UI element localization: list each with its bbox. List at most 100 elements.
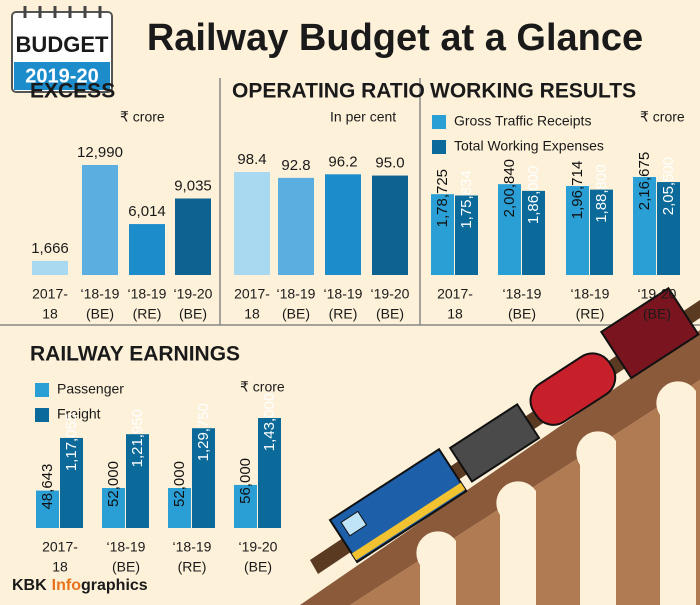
- x-tick-label: ‘18-19: [173, 539, 212, 555]
- legend-swatch: [35, 383, 49, 397]
- x-tick-label: 18: [447, 306, 463, 322]
- x-tick-label: ‘18-19: [107, 539, 146, 555]
- bar: [36, 490, 59, 528]
- x-tick-label: (RE): [133, 306, 162, 322]
- value-label: 52,000: [171, 461, 188, 507]
- x-tick-label: ‘19-20: [174, 286, 213, 302]
- bar: [455, 195, 478, 275]
- legend-swatch: [432, 115, 446, 129]
- badge-year: 2019-20: [25, 65, 98, 87]
- x-tick-label: (BE): [86, 306, 114, 322]
- legend-swatch: [432, 140, 446, 154]
- bar: [126, 434, 149, 528]
- x-tick-label: 2017-: [32, 286, 68, 302]
- bar: [278, 177, 314, 275]
- x-tick-label: ‘18-19: [81, 286, 120, 302]
- credit-part: Info: [52, 577, 82, 594]
- legend-swatch: [35, 408, 49, 422]
- budget-badge: BUDGET 2019-20: [11, 6, 113, 93]
- bar: [657, 182, 680, 275]
- value-label: 1,43,000: [261, 393, 278, 451]
- x-tick-label: ‘18-19: [324, 286, 363, 302]
- train-illustration: [300, 286, 700, 605]
- x-tick-label: ‘18-19: [503, 286, 542, 302]
- legend-label: Freight: [57, 406, 101, 422]
- bar: [234, 172, 270, 275]
- x-tick-label: (RE): [329, 306, 358, 322]
- value-label: 2,00,840: [501, 159, 518, 217]
- x-tick-label: (RE): [178, 559, 207, 575]
- credit-part: graphics: [81, 577, 148, 594]
- value-label: 1,78,725: [434, 169, 451, 227]
- credit-part: KBK: [12, 577, 47, 594]
- bar: [234, 484, 257, 528]
- value-label: 6,014: [128, 203, 166, 220]
- x-tick-label: ‘18-19: [571, 286, 610, 302]
- x-tick-label: 18: [42, 306, 58, 322]
- bar: [498, 184, 521, 275]
- value-label: 1,86,000: [525, 166, 542, 224]
- legend-label: Gross Traffic Receipts: [454, 113, 591, 129]
- x-tick-label: 18: [244, 306, 260, 322]
- bar: [633, 177, 656, 275]
- x-tick-label: ‘19-20: [371, 286, 410, 302]
- value-label: 1,29,750: [195, 403, 212, 461]
- bar: [129, 224, 165, 275]
- value-label: 1,88,800: [593, 164, 610, 222]
- x-tick-label: 2017-: [234, 286, 270, 302]
- value-label: 96.2: [328, 153, 357, 170]
- x-tick-label: (BE): [376, 306, 404, 322]
- unit-label: In per cent: [330, 109, 396, 125]
- value-label: 2,16,675: [636, 152, 653, 210]
- value-label: 92.8: [281, 157, 310, 174]
- bar: [102, 488, 125, 528]
- x-tick-label: ‘19-20: [239, 539, 278, 555]
- bar: [192, 428, 215, 528]
- bar: [431, 194, 454, 275]
- credit: KBK Infographics: [12, 577, 148, 594]
- value-label: 1,75,834: [458, 170, 475, 228]
- x-tick-label: 2017-: [437, 286, 473, 302]
- chart-title: WORKING RESULTS: [430, 80, 636, 103]
- bar: [168, 488, 191, 528]
- legend-label: Total Working Expenses: [454, 138, 604, 154]
- badge-text: BUDGET: [16, 32, 109, 57]
- bar: [60, 437, 83, 528]
- page-title: Railway Budget at a Glance: [147, 17, 643, 59]
- value-label: 1,666: [31, 240, 69, 257]
- bar: [522, 190, 545, 275]
- value-label: 48,643: [39, 464, 56, 510]
- x-tick-label: (BE): [244, 559, 272, 575]
- chart-title: EXCESS: [30, 80, 115, 103]
- value-label: 1,21,950: [129, 409, 146, 467]
- x-tick-label: (BE): [112, 559, 140, 575]
- bar: [372, 175, 408, 275]
- x-tick-label: (BE): [643, 306, 671, 322]
- value-label: 52,000: [105, 461, 122, 507]
- unit-label: ₹ crore: [120, 109, 165, 125]
- bar: [258, 418, 281, 528]
- value-label: 2,05,500: [660, 157, 677, 215]
- x-tick-label: ‘18-19: [128, 286, 167, 302]
- value-label: 56,000: [237, 458, 254, 504]
- unit-label: ₹ crore: [640, 109, 685, 125]
- x-tick-label: ‘18-19: [277, 286, 316, 302]
- x-tick-label: (BE): [508, 306, 536, 322]
- bar: [566, 186, 589, 275]
- legend-label: Passenger: [57, 381, 124, 397]
- x-tick-label: ‘19-20: [638, 286, 677, 302]
- bar: [175, 198, 211, 275]
- x-tick-label: (BE): [282, 306, 310, 322]
- value-label: 9,035: [174, 177, 212, 194]
- x-tick-label: 18: [52, 559, 68, 575]
- bar: [590, 189, 613, 275]
- bar: [32, 260, 68, 275]
- chart-title: RAILWAY EARNINGS: [30, 343, 240, 366]
- value-label: 95.0: [375, 155, 404, 172]
- x-tick-label: (BE): [179, 306, 207, 322]
- bar: [325, 174, 361, 275]
- value-label: 98.4: [237, 151, 266, 168]
- chart-title: OPERATING RATIO: [232, 80, 425, 103]
- value-label: 12,990: [77, 144, 123, 161]
